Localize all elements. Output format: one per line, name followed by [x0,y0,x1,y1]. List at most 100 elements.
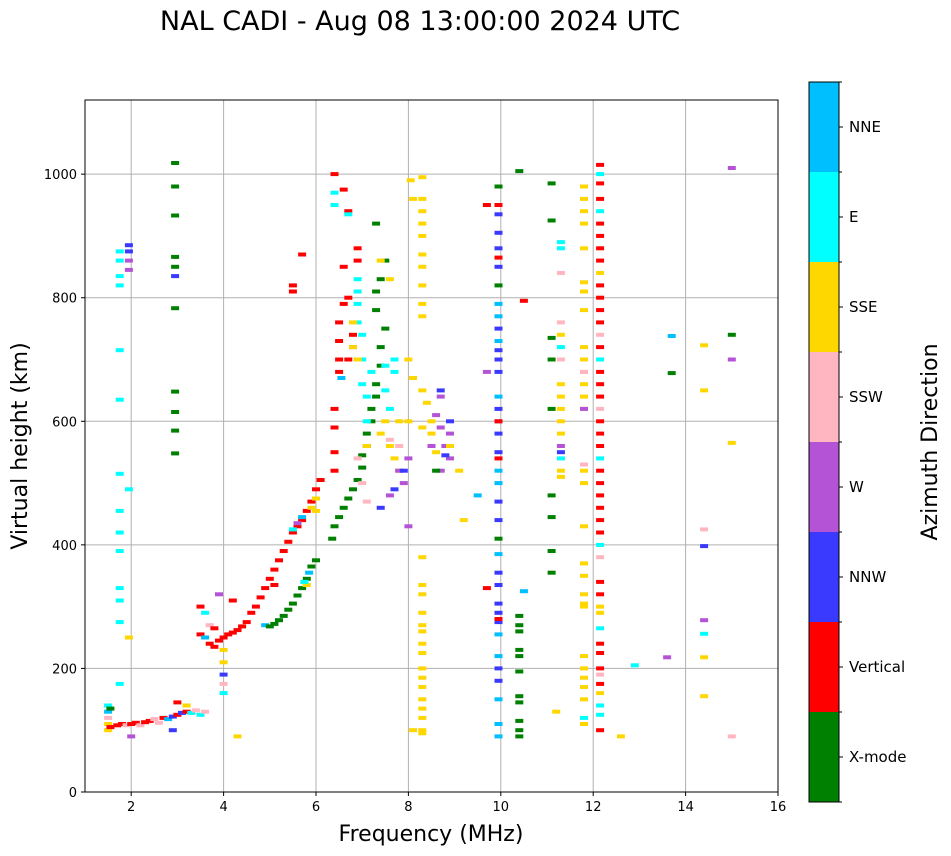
data-point [556,382,565,387]
data-point [580,675,588,680]
data-point [494,518,503,523]
data-point [358,465,367,470]
data-point [298,515,307,520]
data-point [552,709,561,714]
data-point [580,462,588,467]
data-point [494,666,503,671]
data-point [580,697,588,702]
data-point [432,413,441,418]
data-point [596,258,605,263]
data-point [422,400,431,405]
data-point [127,722,136,726]
data-point [482,586,491,591]
data-point [115,508,124,513]
data-point [494,369,503,374]
colorbar-swatch-ssw [809,352,839,442]
data-point [159,715,168,720]
data-point [556,419,565,424]
data-point [344,496,353,501]
colorbar-tick-label: Vertical [849,658,905,676]
data-point [556,345,565,350]
data-point [173,712,182,717]
data-point [372,308,381,313]
data-point [210,626,219,631]
data-point [663,655,672,660]
data-point [288,530,297,535]
data-point [556,394,565,399]
data-point [596,555,605,560]
y-axis-ticks: 0 200 400 600 800 1000 [44,168,85,801]
data-point [353,301,362,306]
data-point [580,406,588,411]
data-point [441,444,450,448]
data-point [406,178,415,183]
data-point [596,712,605,717]
data-point [115,620,124,625]
data-point [376,431,385,436]
data-point [596,691,605,696]
data-point [515,669,524,674]
data-point [494,734,503,739]
data-point [418,264,427,269]
data-point [596,641,605,646]
data-point [596,209,605,214]
data-point [494,481,503,486]
data-point [298,586,307,591]
data-point [596,672,605,677]
data-point [312,558,320,563]
data-point [596,703,605,708]
data-point [727,357,736,362]
data-point [494,499,503,504]
data-point [219,681,228,686]
data-point [233,628,242,633]
data-point [596,626,605,631]
data-point [305,570,314,575]
data-point [700,388,709,393]
data-point [494,468,503,473]
data-point [115,397,124,402]
data-point [349,332,357,337]
data-point [106,706,115,711]
colorbar-tick-label: NNW [849,568,886,586]
data-point [482,369,491,374]
data-point [385,406,394,411]
data-point [395,444,404,448]
data-point [418,175,427,180]
data-point [727,734,736,739]
data-point [596,444,605,448]
data-point [700,343,709,348]
data-point [358,382,367,387]
data-point [580,561,588,566]
data-point [215,592,223,597]
data-point [178,710,186,715]
data-point [409,728,417,733]
data-point [344,212,353,217]
data-point [279,549,288,553]
data-point [427,431,436,436]
data-point [580,601,588,606]
data-point [404,456,413,461]
data-point [344,209,353,214]
data-point [288,601,297,606]
data-point [596,357,605,362]
data-point [358,453,367,458]
data-point [556,240,565,245]
data-point [124,258,133,263]
data-point [115,471,124,476]
data-point [104,703,113,708]
data-point [494,536,503,541]
data-point [596,196,605,201]
data-point [596,610,605,615]
data-point [115,681,124,686]
data-point [124,243,133,248]
data-point [547,570,556,575]
data-point [519,589,528,594]
data-point [191,708,200,713]
data-point [205,623,214,628]
data-point [367,406,376,411]
data-point [362,431,371,436]
data-point [251,604,260,609]
data-point [353,478,362,482]
colorbar-tick-label: W [849,478,864,496]
data-point [330,203,339,207]
